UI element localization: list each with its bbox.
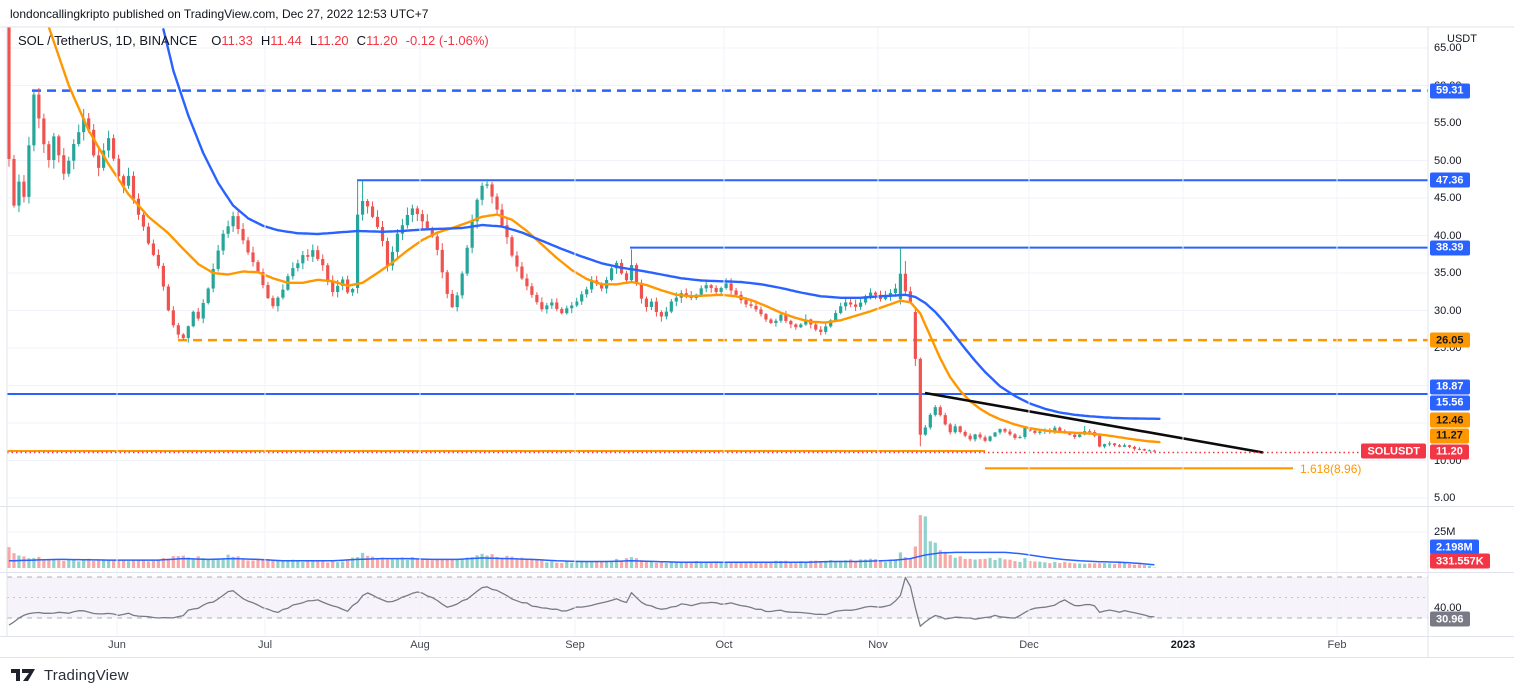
- volume-tick: 25M: [1434, 526, 1456, 538]
- price-axis[interactable]: 65.0060.0055.0050.0045.0040.0035.0030.00…: [1428, 0, 1514, 658]
- symbol-legend[interactable]: SOL / TetherUS, 1D, BINANCE O11.33 H11.44 L…: [18, 33, 489, 48]
- currency-label: USDT: [1447, 33, 1477, 45]
- time-axis[interactable]: Jun Jul Aug Sep Oct Nov Dec 2023 Feb: [0, 636, 1428, 657]
- price-badge-18.87: 18.87: [1430, 379, 1470, 395]
- rsi-badge: 30.96: [1430, 611, 1470, 627]
- time-label-Oct: Oct: [715, 639, 733, 651]
- price-badge-59.31: 59.31: [1430, 83, 1470, 99]
- time-label-Jul: Jul: [257, 639, 273, 651]
- price-tick-35.00: 35.00: [1434, 267, 1462, 279]
- change-value: -0.12 (-1.06%): [405, 33, 489, 48]
- time-label-Nov: Nov: [868, 639, 888, 651]
- price-tick-45.00: 45.00: [1434, 192, 1462, 204]
- price-tick-65.00: 65.00: [1434, 42, 1462, 54]
- price-badge-11.20: 11.20: [1430, 444, 1469, 459]
- price-badge-11.27: 11.27: [1430, 428, 1469, 444]
- time-label-Aug: Aug: [410, 639, 430, 651]
- tradingview-logo-icon: [11, 669, 35, 681]
- attribution-text: londoncallingkripto published on Trading…: [10, 7, 429, 21]
- time-label-Feb: Feb: [1327, 639, 1347, 651]
- tradingview-logo[interactable]: TradingView: [10, 666, 129, 684]
- ohlc-key-O: O: [211, 33, 222, 48]
- ohlc-value-H: 11.44: [270, 33, 302, 48]
- ohlc-values: O11.33 H11.44 L11.20 C11.20: [203, 33, 397, 48]
- ohlc-value-L: 11.20: [317, 33, 349, 48]
- tradingview-logo-text: TradingView: [44, 666, 129, 684]
- price-badge-15.56: 15.56: [1430, 395, 1470, 411]
- price-tick-40.00: 40.00: [1434, 229, 1462, 242]
- price-badge-12.46: 12.46: [1430, 412, 1470, 428]
- price-tick-5.00: 5.00: [1434, 492, 1456, 504]
- price-tick-30.00: 30.00: [1434, 304, 1462, 317]
- price-badge-26.05: 26.05: [1430, 332, 1470, 348]
- time-label-Dec: Dec: [1019, 639, 1039, 651]
- price-badge-47.36: 47.36: [1430, 172, 1470, 188]
- time-label-Jun: Jun: [108, 639, 126, 651]
- volume-badge-2.198M: 2.198M: [1430, 539, 1479, 555]
- ohlc-key-L: L: [309, 33, 318, 48]
- price-badge-38.39: 38.39: [1430, 240, 1470, 256]
- ohlc-key-H: H: [260, 33, 271, 48]
- fib-extension-label: 1.618(8.96): [1300, 462, 1362, 477]
- ohlc-value-O: 11.33: [221, 33, 253, 48]
- symbol-price-tag: SOLUSDT: [1361, 443, 1426, 459]
- rsi-tick: 40.00: [1434, 601, 1462, 614]
- price-tick-55.00: 55.00: [1434, 117, 1462, 129]
- ohlc-value-C: 11.20: [366, 33, 398, 48]
- time-label-2023: 2023: [1170, 639, 1196, 651]
- ohlc-key-C: C: [356, 33, 367, 48]
- time-label-Sep: Sep: [565, 639, 585, 651]
- price-tick-50.00: 50.00: [1434, 154, 1462, 167]
- symbol-title[interactable]: SOL / TetherUS, 1D, BINANCE: [18, 33, 198, 48]
- volume-badge-331.557K: 331.557K: [1430, 553, 1490, 569]
